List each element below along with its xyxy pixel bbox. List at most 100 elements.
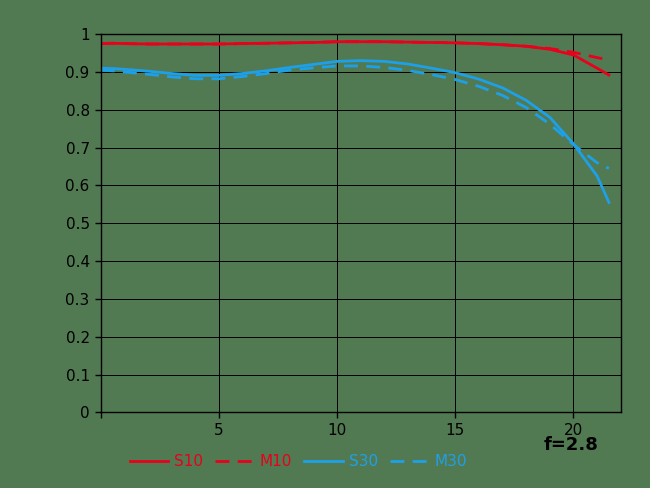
- M10: [428, 40, 436, 45]
- S30: [97, 65, 105, 71]
- S30: [428, 65, 436, 71]
- M30: [168, 74, 176, 80]
- M30: [215, 76, 223, 81]
- S10: [605, 72, 613, 78]
- S10: [569, 52, 577, 58]
- M10: [239, 41, 246, 46]
- S10: [97, 41, 105, 46]
- S30: [333, 59, 341, 64]
- S30: [263, 68, 270, 74]
- Line: M10: M10: [101, 41, 609, 60]
- M30: [593, 160, 601, 165]
- M30: [404, 67, 412, 73]
- S10: [215, 41, 223, 47]
- M30: [286, 67, 294, 73]
- Line: S10: S10: [101, 41, 609, 75]
- S30: [357, 58, 365, 63]
- S30: [191, 72, 199, 78]
- S30: [309, 61, 317, 67]
- M30: [380, 64, 388, 70]
- S30: [120, 66, 128, 72]
- M10: [333, 39, 341, 44]
- M30: [451, 77, 459, 82]
- M30: [120, 69, 128, 75]
- M30: [309, 65, 317, 71]
- S10: [451, 40, 459, 46]
- S10: [380, 39, 388, 44]
- S30: [286, 64, 294, 70]
- S10: [286, 40, 294, 46]
- M30: [546, 121, 554, 127]
- S10: [523, 43, 530, 49]
- M10: [120, 41, 128, 46]
- S10: [263, 41, 270, 46]
- S10: [239, 41, 246, 46]
- S10: [593, 65, 601, 71]
- S10: [475, 41, 483, 46]
- Line: M30: M30: [101, 66, 609, 168]
- M10: [168, 41, 176, 47]
- M30: [191, 76, 199, 81]
- M10: [144, 41, 152, 47]
- M30: [523, 104, 530, 110]
- M10: [404, 39, 412, 45]
- S30: [546, 114, 554, 120]
- S30: [593, 173, 601, 179]
- M30: [569, 142, 577, 147]
- S10: [120, 41, 128, 46]
- S30: [380, 59, 388, 64]
- M30: [109, 68, 116, 74]
- S10: [144, 41, 152, 47]
- M30: [428, 72, 436, 78]
- M10: [475, 41, 483, 46]
- S30: [475, 76, 483, 82]
- M10: [546, 45, 554, 51]
- S30: [215, 72, 223, 78]
- S30: [605, 200, 613, 205]
- S10: [309, 40, 317, 45]
- M30: [475, 83, 483, 89]
- M10: [523, 43, 530, 49]
- S30: [499, 85, 506, 91]
- M10: [593, 55, 601, 61]
- M10: [97, 41, 105, 46]
- M30: [333, 63, 341, 69]
- M10: [109, 41, 116, 46]
- M10: [215, 41, 223, 47]
- Line: S30: S30: [101, 61, 609, 203]
- S30: [109, 66, 116, 72]
- S30: [404, 61, 412, 67]
- S30: [523, 98, 530, 103]
- M10: [569, 49, 577, 55]
- M30: [239, 74, 246, 80]
- M10: [191, 41, 199, 47]
- M30: [605, 165, 613, 171]
- M10: [380, 39, 388, 44]
- M10: [309, 40, 317, 45]
- S30: [168, 71, 176, 77]
- Legend: S10, M10, S30, M30: S10, M10, S30, M30: [130, 454, 467, 469]
- S10: [333, 39, 341, 44]
- S10: [191, 41, 199, 47]
- M30: [144, 71, 152, 77]
- M30: [357, 63, 365, 69]
- M10: [451, 40, 459, 46]
- Text: f=2.8: f=2.8: [543, 436, 598, 454]
- S10: [168, 41, 176, 47]
- M10: [499, 42, 506, 48]
- M10: [286, 40, 294, 46]
- M30: [499, 93, 506, 99]
- S10: [546, 46, 554, 52]
- S10: [404, 39, 412, 45]
- S10: [357, 39, 365, 44]
- M10: [263, 41, 270, 46]
- S10: [109, 41, 116, 46]
- M30: [97, 67, 105, 73]
- S30: [144, 68, 152, 74]
- S30: [569, 141, 577, 147]
- S10: [499, 42, 506, 48]
- M10: [605, 57, 613, 63]
- M30: [263, 71, 270, 77]
- M10: [357, 39, 365, 44]
- S30: [451, 70, 459, 76]
